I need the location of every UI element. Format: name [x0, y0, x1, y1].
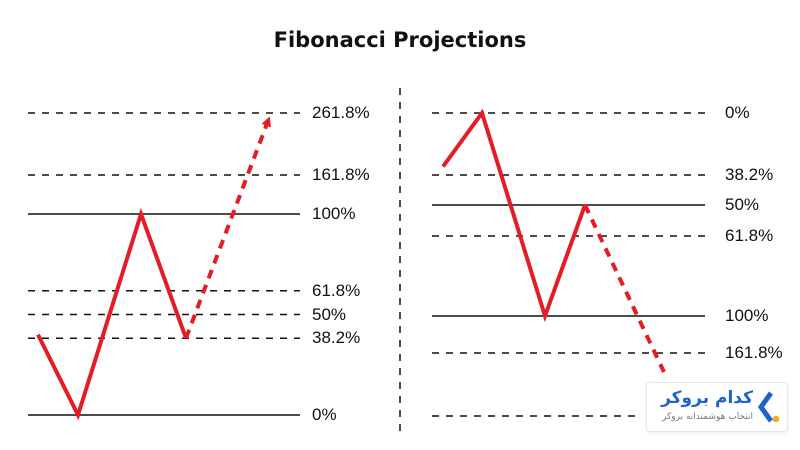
- brand-tagline: انتخاب هوشمندانه بروکر: [662, 412, 753, 422]
- left-level-label-100pct: 100%: [312, 204, 356, 223]
- brand-logo: کدام بروکر انتخاب هوشمندانه بروکر: [646, 382, 788, 432]
- right-level-label-38-2pct: 38.2%: [725, 165, 774, 184]
- left-level-label-0pct: 0%: [312, 405, 337, 424]
- left-price-path: [36, 207, 188, 421]
- brand-name: کدام بروکر: [661, 388, 753, 408]
- left-level-label-161-8pct: 161.8%: [312, 165, 370, 184]
- right-level-label-61-8pct: 61.8%: [725, 226, 774, 245]
- left-level-label-61-8pct: 61.8%: [312, 280, 361, 300]
- right-projection-dashes: [583, 204, 666, 373]
- brand-arrow-icon: [757, 391, 780, 423]
- right-level-label-50pct: 50%: [725, 195, 760, 214]
- diagram-title: Fibonacci Projections: [273, 28, 527, 52]
- left-panel-upward-projection: [28, 112, 300, 421]
- left-level-label-38-2pct: 38.2%: [312, 328, 361, 348]
- right-panel-downward-projection: [432, 108, 705, 417]
- right-level-label-0pct: 0%: [725, 103, 750, 122]
- left-level-label-50pct: 50%: [312, 304, 347, 324]
- left-projection-arrow: [184, 116, 271, 339]
- left-level-label-261-8pct: 261.8%: [312, 103, 370, 122]
- right-level-label-100pct: 100%: [725, 306, 769, 325]
- right-level-label-161-8pct: 161.8%: [725, 343, 783, 362]
- right-price-path: [441, 108, 587, 323]
